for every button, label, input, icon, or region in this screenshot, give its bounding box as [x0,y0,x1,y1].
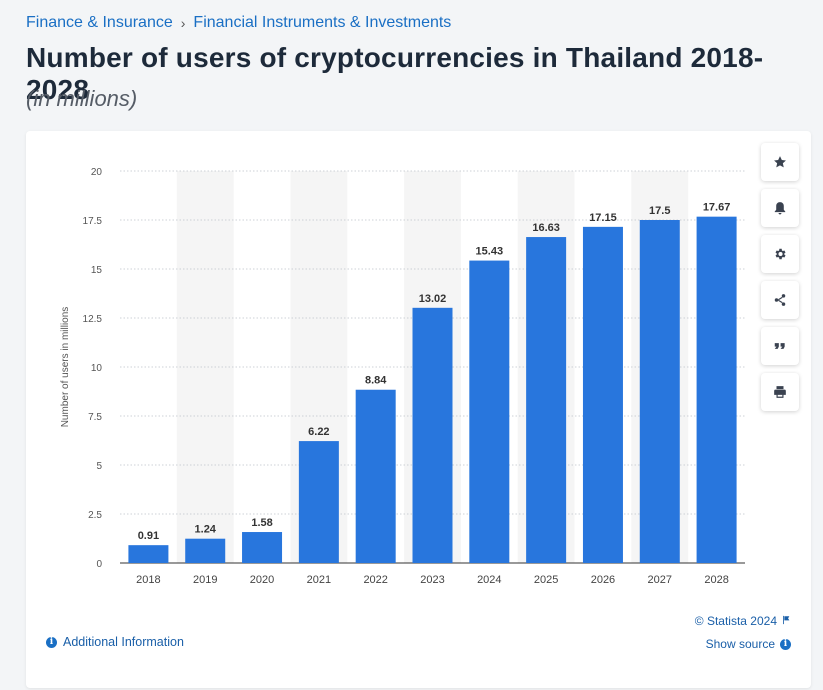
bar [298,441,339,563]
y-tick-label: 20 [91,167,103,178]
bar [355,389,396,563]
y-tick-label: 7.5 [88,412,102,423]
y-tick-label: 5 [96,461,102,472]
show-source-label: Show source [705,637,775,651]
additional-information-link[interactable]: i Additional Information [46,635,184,649]
share-icon [774,294,786,306]
y-tick-label: 15 [91,265,103,276]
data-label: 0.91 [138,530,159,542]
bell-icon [774,202,786,215]
x-tick-label: 2021 [307,574,331,586]
data-label: 15.43 [476,246,504,258]
y-tick-label: 17.5 [83,216,103,227]
chart-card: 0 2.5 5 7.5 10 12.5 15 17.5 20 Number of users in… [26,131,811,688]
data-label: 17.15 [589,212,617,224]
show-source-link[interactable]: Show source i [706,637,791,651]
breadcrumb-link-finance[interactable]: Finance & Insurance [26,14,173,31]
chart-toolbar [761,143,799,419]
settings-button[interactable] [761,235,799,273]
breadcrumb: Finance & Insurance › Financial Instrume… [26,14,451,32]
star-icon [774,156,786,168]
data-label: 1.24 [195,524,217,536]
x-tick-label: 2022 [363,574,387,586]
x-tick-label: 2024 [477,574,501,586]
data-label: 16.63 [532,222,560,234]
x-tick-label: 2020 [250,574,274,586]
copyright-text: © Statista 2024 [694,614,777,628]
info-icon: i [46,636,57,648]
bar [582,226,623,564]
info-icon: i [780,638,791,650]
cite-button[interactable] [761,327,799,365]
x-tick-label: 2018 [136,574,160,586]
page-title: Number of users of cryptocurrencies in T… [26,42,764,105]
chart: 0 2.5 5 7.5 10 12.5 15 17.5 20 Number of users in… [60,167,745,586]
notification-button[interactable] [761,189,799,227]
breadcrumb-link-financial-instruments[interactable]: Financial Instruments & Investments [193,14,452,31]
flag-icon [781,614,791,628]
x-tick-label: 2027 [648,574,672,586]
bar [696,216,737,563]
additional-information-label: Additional Information [63,635,184,649]
x-tick-label: 2023 [420,574,444,586]
y-tick-label: 12.5 [83,314,103,325]
bar [185,538,226,563]
gear-icon [775,248,786,260]
y-axis-title: Number of users in millions [60,307,71,428]
y-tick-label: 10 [91,363,103,374]
data-label: 6.22 [308,426,329,438]
bar [242,532,283,563]
breadcrumb-separator: › [180,15,186,31]
page-subtitle: (in millions) [26,86,138,111]
x-tick-label: 2026 [591,574,615,586]
data-label: 13.02 [419,293,447,305]
bar [469,260,510,563]
data-label: 17.67 [703,202,731,214]
data-label: 17.5 [649,205,670,217]
print-icon [774,386,786,398]
data-label: 1.58 [251,517,272,529]
bar [128,545,169,563]
print-button[interactable] [761,373,799,411]
bar [412,307,453,563]
y-tick-label: 2.5 [88,510,102,521]
bar [639,220,680,563]
share-button[interactable] [761,281,799,319]
x-tick-label: 2028 [704,574,728,586]
copyright[interactable]: © Statista 2024 [695,614,791,628]
bar [526,237,567,563]
data-label: 8.84 [365,375,387,387]
quote-icon [774,343,785,349]
y-tick-label: 0 [96,559,102,570]
x-tick-label: 2025 [534,574,558,586]
favorite-button[interactable] [761,143,799,181]
x-tick-label: 2019 [193,574,217,586]
